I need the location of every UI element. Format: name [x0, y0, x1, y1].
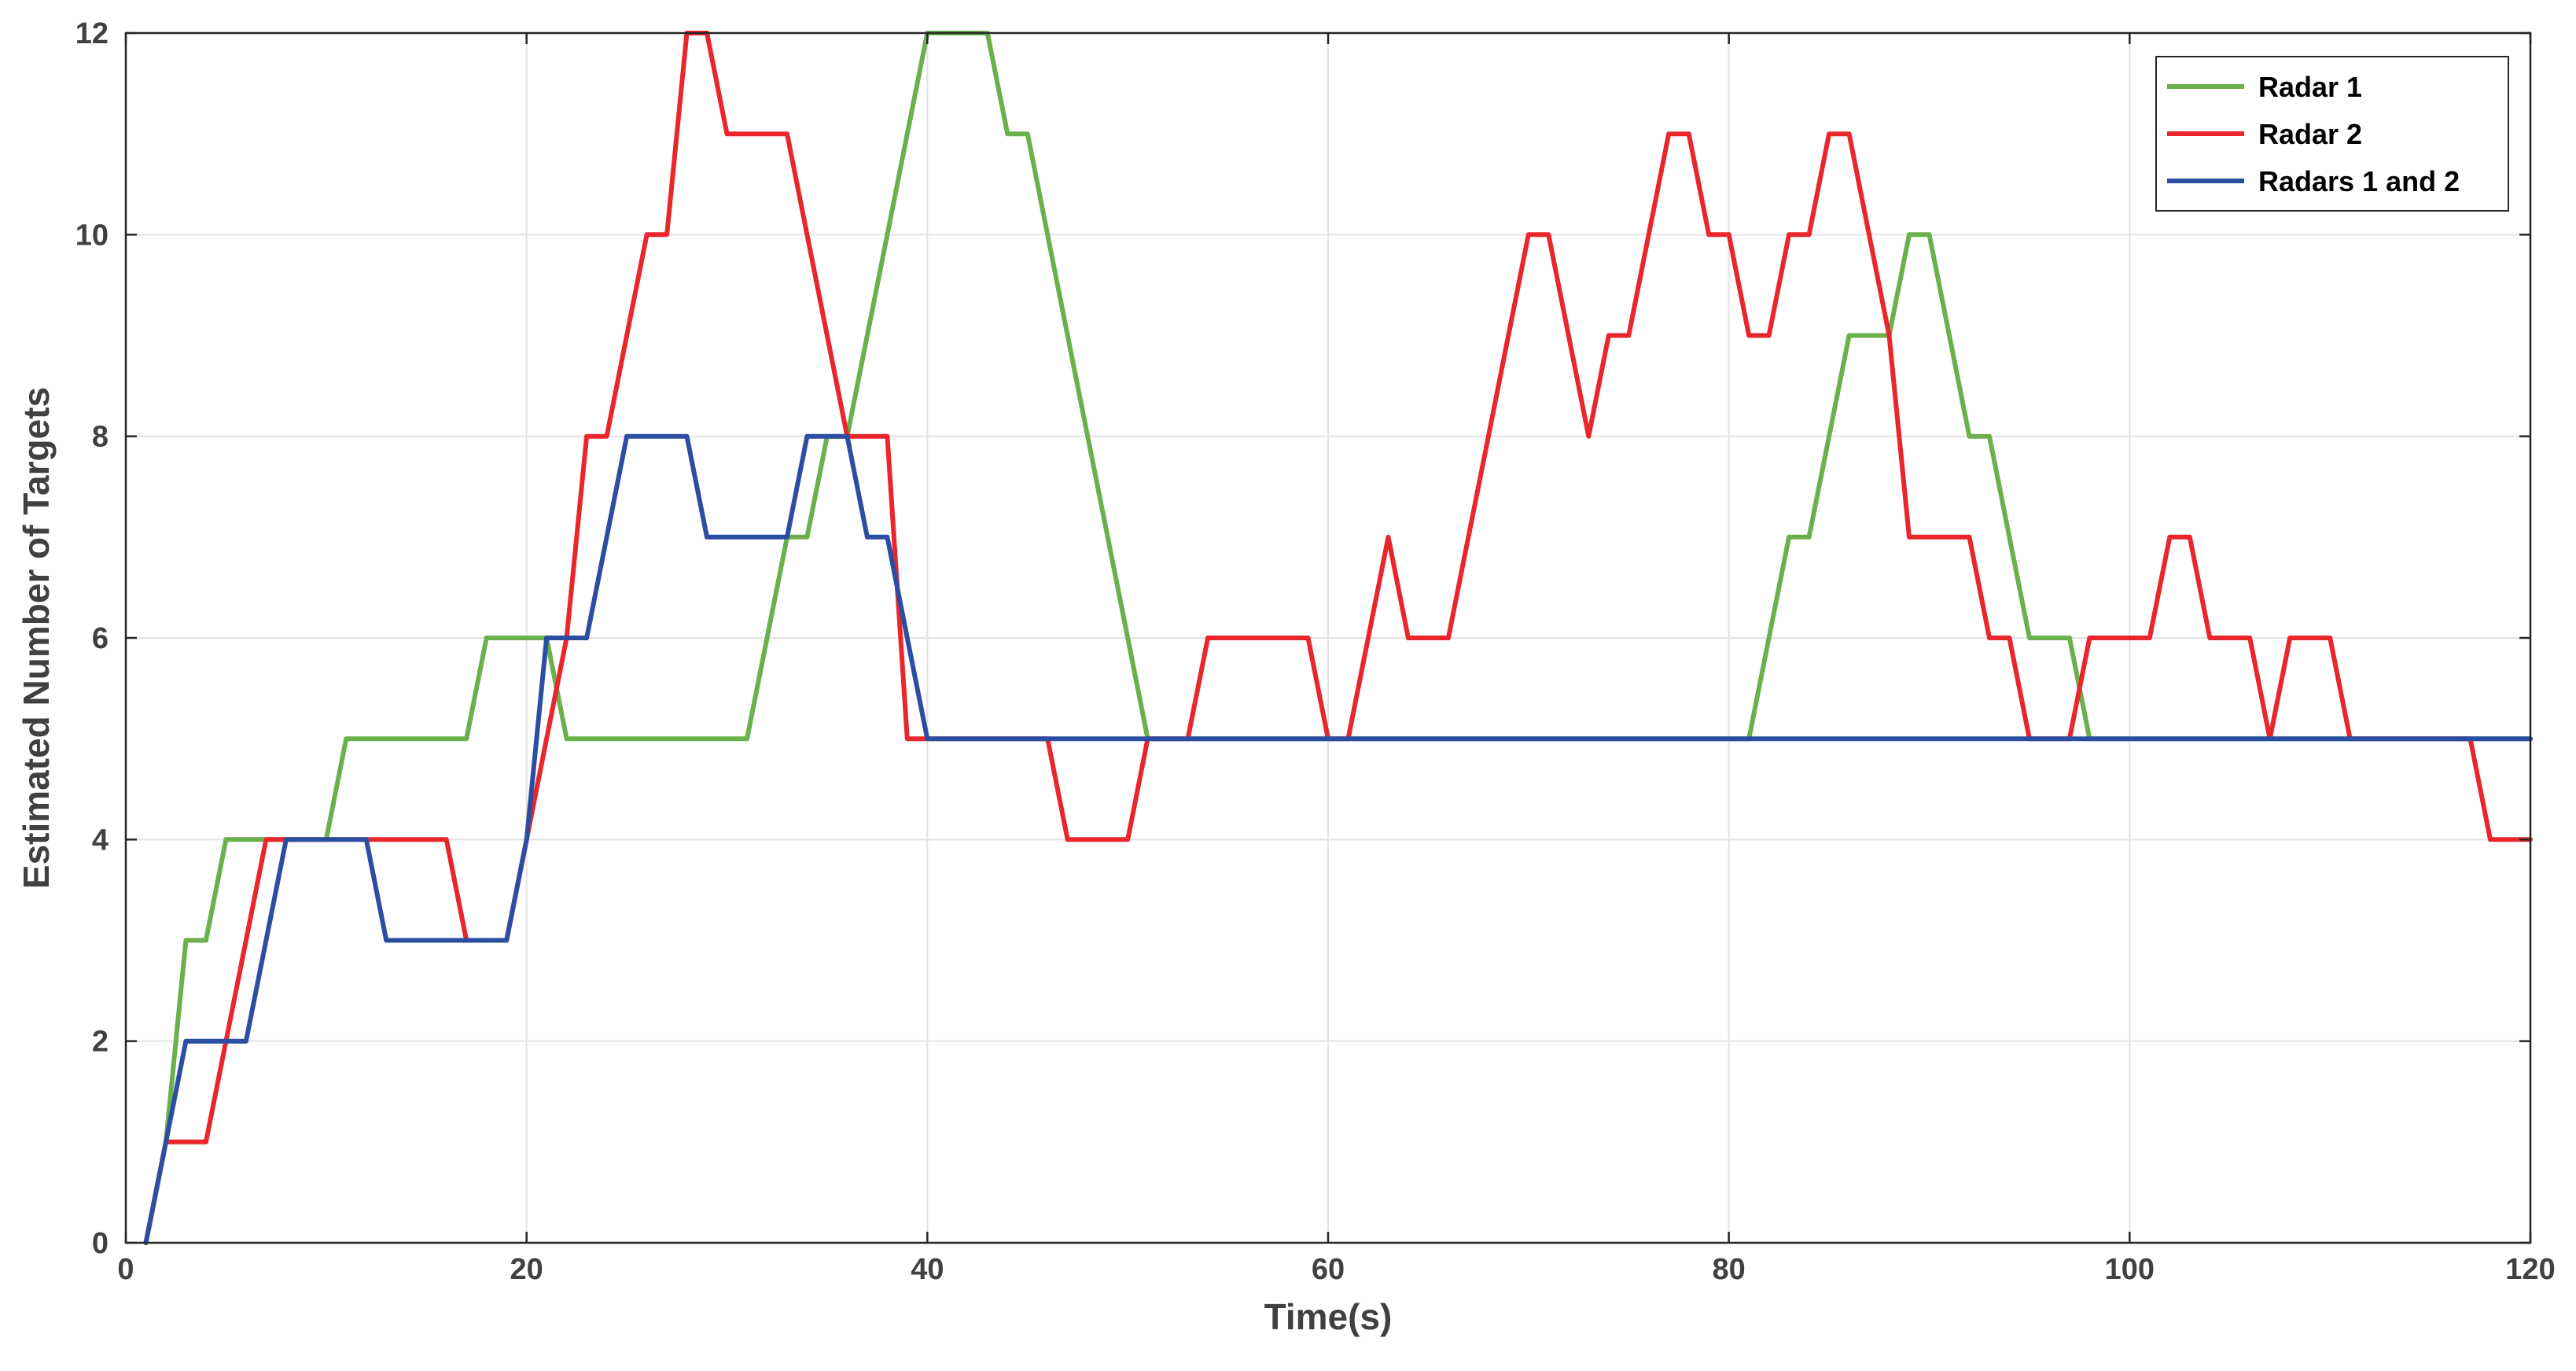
x-tick-label: 100 [2105, 1253, 2155, 1286]
y-tick-label: 0 [92, 1227, 109, 1260]
y-tick-label: 12 [75, 17, 109, 50]
legend-label: Radar 2 [2258, 118, 2362, 150]
x-tick-label: 60 [1312, 1253, 1345, 1286]
legend-label: Radars 1 and 2 [2258, 165, 2460, 197]
x-tick-label: 40 [911, 1253, 944, 1286]
legend-label: Radar 1 [2258, 71, 2362, 103]
x-tick-label: 0 [117, 1253, 134, 1286]
x-tick-label: 120 [2505, 1253, 2555, 1286]
axis-ticks: 0 20 40 60 80 100 120 0 2 4 6 8 10 12 [75, 17, 2556, 1286]
x-tick-label: 80 [1713, 1253, 1746, 1286]
y-tick-label: 8 [92, 421, 109, 454]
x-axis-label: Time(s) [1264, 1296, 1393, 1337]
y-axis-label: Estimated Number of Targets [16, 387, 57, 889]
y-tick-label: 2 [92, 1026, 109, 1059]
series-layer [143, 31, 2533, 1245]
x-tick-label: 20 [510, 1253, 543, 1286]
y-tick-label: 4 [92, 824, 109, 857]
series-line-3 [143, 433, 2533, 1245]
y-tick-label: 6 [92, 622, 109, 655]
legend: Radar 1 Radar 2 Radars 1 and 2 [2155, 56, 2509, 212]
y-tick-label: 10 [75, 219, 109, 252]
